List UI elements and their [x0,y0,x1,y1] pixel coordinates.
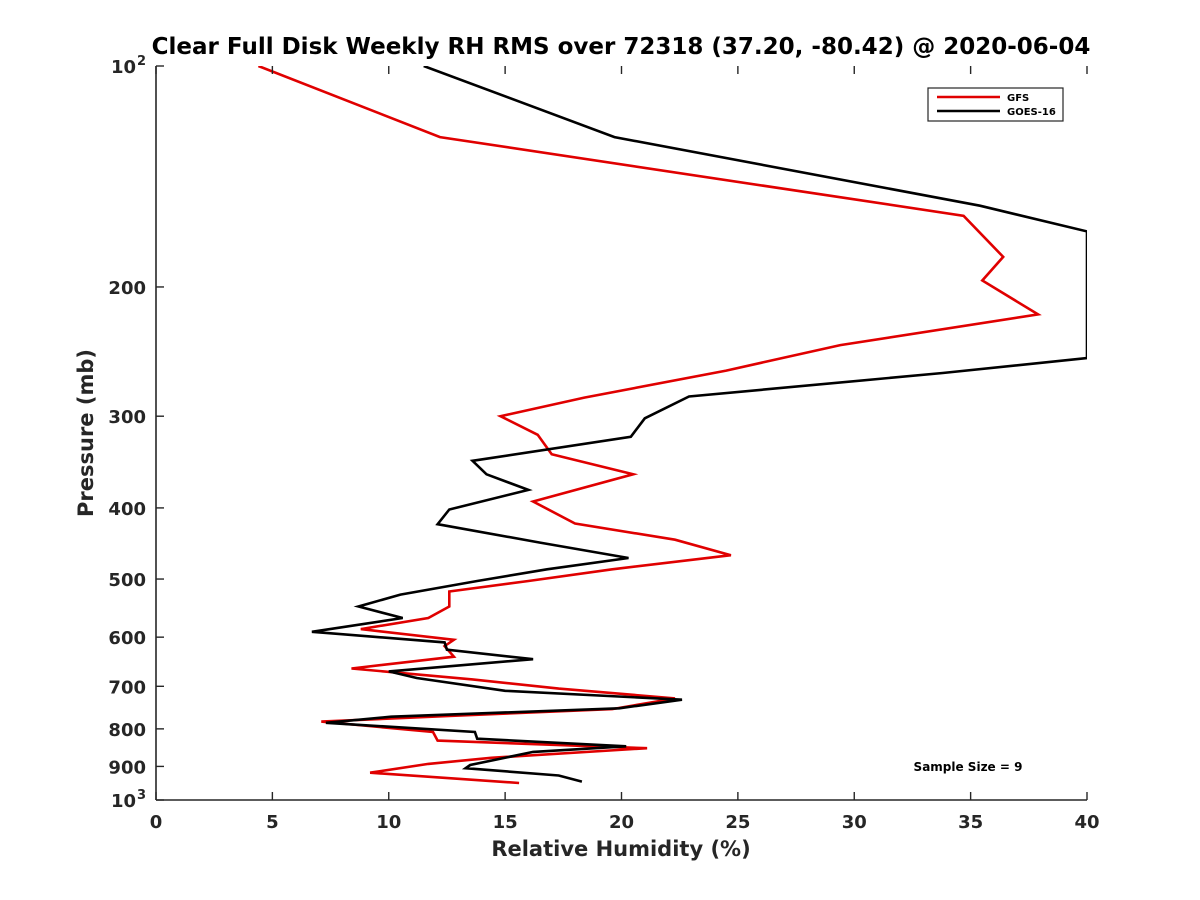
plot-lines [257,66,1087,785]
chart-title: Clear Full Disk Weekly RH RMS over 72318… [152,34,1091,60]
y-tick-label: 300 [108,407,146,428]
x-axis-label: Relative Humidity (%) [491,837,750,861]
x-tick-label: 5 [266,812,279,833]
x-tick-label: 30 [842,812,867,833]
sample-size-annotation: Sample Size = 9 [914,760,1023,774]
y-tick-label: 200 [108,278,146,299]
series-line-goes16 [311,66,1087,783]
x-tick-label: 20 [609,812,634,833]
y-tick-label: 800 [108,720,146,741]
y-tick-label-exponent: 3 [137,788,146,803]
y-tick-label: 700 [108,677,146,698]
x-tick-label: 35 [958,812,983,833]
legend-label-gfs: GFS [1007,93,1029,104]
y-tick-label: 400 [108,499,146,520]
y-tick-label: 10 [111,791,136,812]
x-tick-label: 10 [376,812,401,833]
series-line-gfs [257,66,1042,785]
y-tick-label: 900 [108,757,146,778]
y-axis-label: Pressure (mb) [74,349,98,517]
y-tick-label: 500 [108,570,146,591]
x-tick-label: 15 [493,812,518,833]
y-tick-label: 10 [111,57,136,78]
x-ticks: 0 5 10 15 20 25 30 35 40 [150,66,1100,833]
legend-label-goes16: GOES-16 [1007,107,1056,118]
y-tick-label-exponent: 2 [137,54,146,69]
x-tick-label: 25 [725,812,750,833]
x-tick-label: 40 [1074,812,1099,833]
legend-box [927,87,1064,122]
y-tick-label: 600 [108,628,146,649]
x-tick-label: 0 [150,812,163,833]
legend: GFS GOES-16 [927,87,1064,122]
